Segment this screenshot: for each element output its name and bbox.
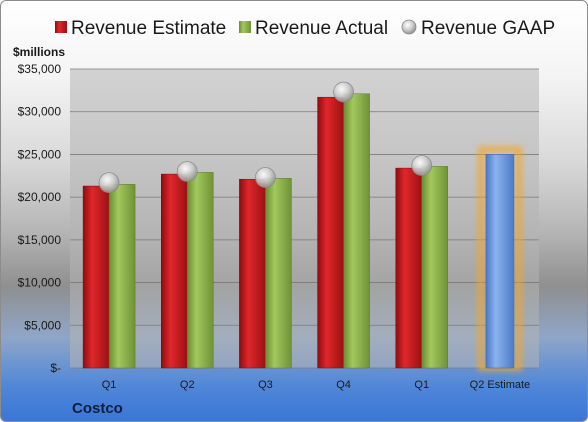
bar-revenue-estimate: [239, 178, 266, 369]
bar-revenue-estimate: [317, 96, 344, 369]
x-tick-label: Q2 Estimate: [470, 379, 531, 391]
marker-revenue-gaap: [411, 155, 433, 176]
bar-revenue-actual: [343, 93, 370, 369]
legend-item-revenue-gaap: Revenue GAAP: [401, 18, 555, 39]
bar-revenue-actual: [265, 178, 292, 369]
x-tick-label: Q4: [336, 379, 351, 391]
legend-label-revenue-estimate: Revenue Estimate: [71, 18, 226, 39]
y-tick-label: $10,000: [18, 276, 62, 290]
legend-marker-revenue-gaap: [401, 19, 417, 35]
legend-label-revenue-actual: Revenue Actual: [255, 18, 388, 39]
legend-item-revenue-estimate: Revenue Estimate: [55, 18, 226, 39]
y-tick-label: $5,000: [24, 318, 61, 332]
x-axis-labels: Q1 Q2 Q3 Q4 Q1 Q2 Estimate: [102, 379, 530, 391]
bar-revenue-actual: [421, 166, 448, 369]
x-tick-label: Q3: [258, 379, 273, 391]
y-tick-label: $25,000: [18, 147, 62, 161]
legend-swatch-revenue-actual: [239, 21, 251, 33]
marker-revenue-gaap: [255, 167, 276, 188]
y-tick-label: $35,000: [18, 62, 62, 76]
y-axis-ticks: $35,000 $30,000 $25,000 $20,000 $15,000 $10,0…: [18, 62, 62, 375]
y-tick-label: $-: [50, 361, 61, 375]
units-label: $millions: [13, 45, 65, 59]
marker-revenue-gaap: [98, 172, 120, 194]
x-tick-label: Q1: [414, 379, 429, 391]
x-tick-label: Q2: [180, 379, 195, 391]
bars-layer: [82, 93, 522, 371]
markers-layer: [98, 81, 433, 194]
bar-revenue-estimate: [395, 167, 422, 369]
bar-revenue-actual: [108, 184, 136, 369]
y-tick-label: $15,000: [18, 233, 62, 247]
plot-area: [70, 69, 539, 368]
company-label: Costco: [72, 400, 123, 417]
marker-revenue-gaap: [176, 161, 198, 182]
marker-revenue-gaap: [333, 81, 354, 103]
legend-item-revenue-actual: Revenue Actual: [239, 18, 388, 39]
y-tick-label: $20,000: [18, 190, 62, 204]
gridlines: [70, 68, 539, 369]
bar-revenue-estimate: [161, 173, 188, 369]
bar-revenue-estimate: [82, 185, 110, 369]
legend-label-revenue-gaap: Revenue GAAP: [421, 18, 555, 39]
y-tick-label: $30,000: [18, 105, 62, 119]
bar-q2-estimate: [485, 154, 515, 369]
x-tick-label: Q1: [102, 379, 117, 391]
legend: Revenue Estimate Revenue Actual Revenue …: [55, 18, 555, 39]
bar-revenue-actual: [187, 172, 214, 369]
legend-swatch-revenue-estimate: [55, 21, 67, 33]
